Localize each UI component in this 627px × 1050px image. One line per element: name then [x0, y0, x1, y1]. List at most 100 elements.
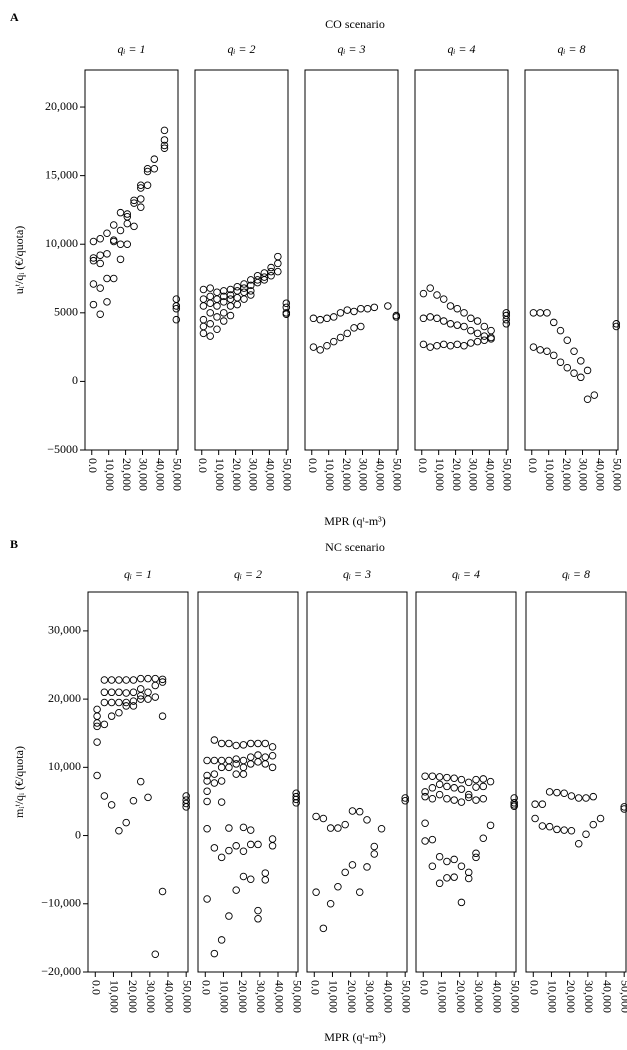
point — [254, 758, 262, 766]
point — [426, 313, 434, 321]
point — [567, 792, 576, 800]
point — [137, 195, 145, 203]
point — [143, 181, 152, 189]
point — [96, 259, 104, 268]
point — [574, 794, 583, 802]
point — [123, 240, 132, 248]
point — [123, 219, 132, 228]
x-axis-label: MPR (qᵗ-m³) — [324, 514, 386, 528]
point — [435, 780, 444, 789]
point — [435, 790, 444, 799]
x-tick-label: 0.0 — [306, 458, 320, 473]
point — [467, 326, 475, 335]
point — [589, 792, 598, 801]
point — [479, 782, 488, 791]
point — [319, 814, 328, 823]
point — [239, 847, 248, 855]
point — [343, 306, 352, 314]
point — [172, 304, 181, 313]
point — [199, 295, 208, 303]
point — [93, 722, 101, 731]
point — [150, 165, 159, 173]
point — [96, 251, 104, 259]
point — [219, 317, 228, 325]
point — [137, 203, 145, 211]
point — [254, 840, 262, 849]
point — [150, 155, 159, 163]
point — [545, 822, 554, 831]
y-tick-label: 0 — [75, 827, 81, 841]
point — [151, 693, 160, 701]
point — [206, 299, 214, 307]
point — [107, 698, 116, 707]
point — [213, 313, 221, 321]
point — [563, 363, 572, 372]
y-tick-label: 5000 — [54, 305, 78, 319]
point — [543, 347, 551, 355]
point — [109, 237, 118, 246]
x-tick-label: 50,000 — [281, 458, 295, 491]
point — [116, 240, 125, 248]
x-tick-label: 0.0 — [528, 980, 542, 995]
point — [421, 837, 429, 845]
point — [268, 835, 277, 843]
point — [210, 770, 219, 778]
y-tick-label: 0 — [72, 373, 78, 387]
point — [213, 295, 221, 303]
x-tick-label: 50,000 — [391, 458, 405, 491]
point — [323, 314, 331, 323]
x-axis-label: MPR (qᵗ-m³) — [324, 1030, 386, 1044]
point — [107, 801, 116, 809]
point — [428, 835, 437, 844]
point — [103, 229, 111, 237]
point — [100, 676, 109, 684]
point — [160, 144, 169, 152]
x-tick-label: 30,000 — [467, 458, 481, 491]
x-tick-label: 40,000 — [264, 458, 278, 491]
point — [560, 789, 568, 798]
point — [226, 295, 235, 303]
point — [612, 320, 621, 328]
point — [274, 267, 282, 276]
point — [596, 814, 605, 823]
point — [316, 346, 324, 354]
point — [433, 341, 441, 350]
point — [136, 674, 145, 683]
point — [589, 820, 598, 829]
point — [144, 793, 152, 802]
point — [450, 774, 458, 782]
panel-title: qᵢ = 1 — [124, 567, 152, 581]
point — [274, 259, 282, 268]
panel-title: qᵢ = 2 — [234, 567, 262, 581]
point — [392, 313, 401, 321]
panel-title: qᵢ = 4 — [452, 567, 480, 581]
point — [225, 739, 233, 748]
point — [233, 287, 242, 295]
point — [203, 756, 211, 765]
point — [282, 310, 291, 318]
point — [217, 853, 226, 862]
point — [467, 339, 475, 347]
point — [363, 816, 371, 824]
point — [122, 698, 130, 707]
point — [210, 736, 219, 744]
point — [446, 341, 455, 350]
y-tick-label: −10,000 — [41, 896, 81, 910]
point — [370, 842, 379, 851]
point — [199, 315, 208, 324]
point — [240, 288, 248, 296]
point — [93, 719, 101, 727]
point — [239, 770, 248, 778]
point — [261, 760, 270, 768]
point — [453, 304, 462, 313]
point — [232, 741, 240, 750]
point — [232, 760, 240, 768]
point — [370, 850, 379, 858]
point — [292, 792, 300, 801]
point — [343, 329, 352, 338]
point — [247, 281, 255, 290]
x-tick-label: 0.0 — [200, 980, 214, 995]
x-tick-label: 0.0 — [196, 458, 210, 473]
point — [129, 697, 138, 705]
point — [206, 332, 214, 340]
